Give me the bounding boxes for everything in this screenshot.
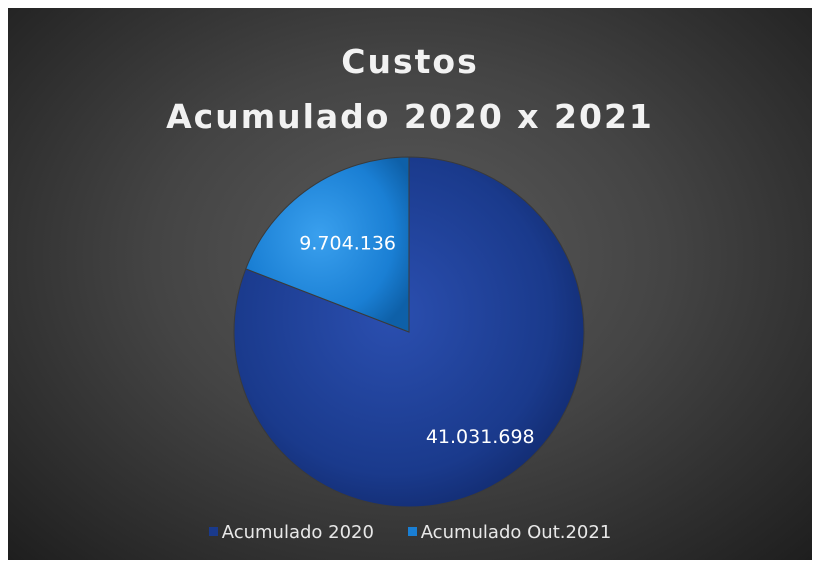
data-label-acumulado-2020: 41.031.698 [426,426,535,448]
legend-item-acumulado-out-2021: Acumulado Out.2021 [407,522,612,543]
legend-item-acumulado-2020: Acumulado 2020 [208,522,374,543]
data-label-acumulado-out-2021: 9.704.136 [299,233,396,255]
legend-label-acumulado-out-2021: Acumulado Out.2021 [420,522,612,543]
pie-slice-acumulado-out-2021 [245,156,410,333]
pie-chart: 41.031.698 9.704.136 [233,156,585,508]
chart-title-line-2: Acumulado 2020 x 2021 [166,97,654,136]
legend: Acumulado 2020 Acumulado Out.2021 [8,522,812,543]
chart-area: Custos Acumulado 2020 x 2021 41.031.698 9… [8,8,812,560]
legend-swatch-acumulado-out-2021 [407,526,417,536]
legend-label-acumulado-2020: Acumulado 2020 [221,522,374,543]
chart-title-line-1: Custos [341,42,479,81]
legend-swatch-acumulado-2020 [208,526,218,536]
